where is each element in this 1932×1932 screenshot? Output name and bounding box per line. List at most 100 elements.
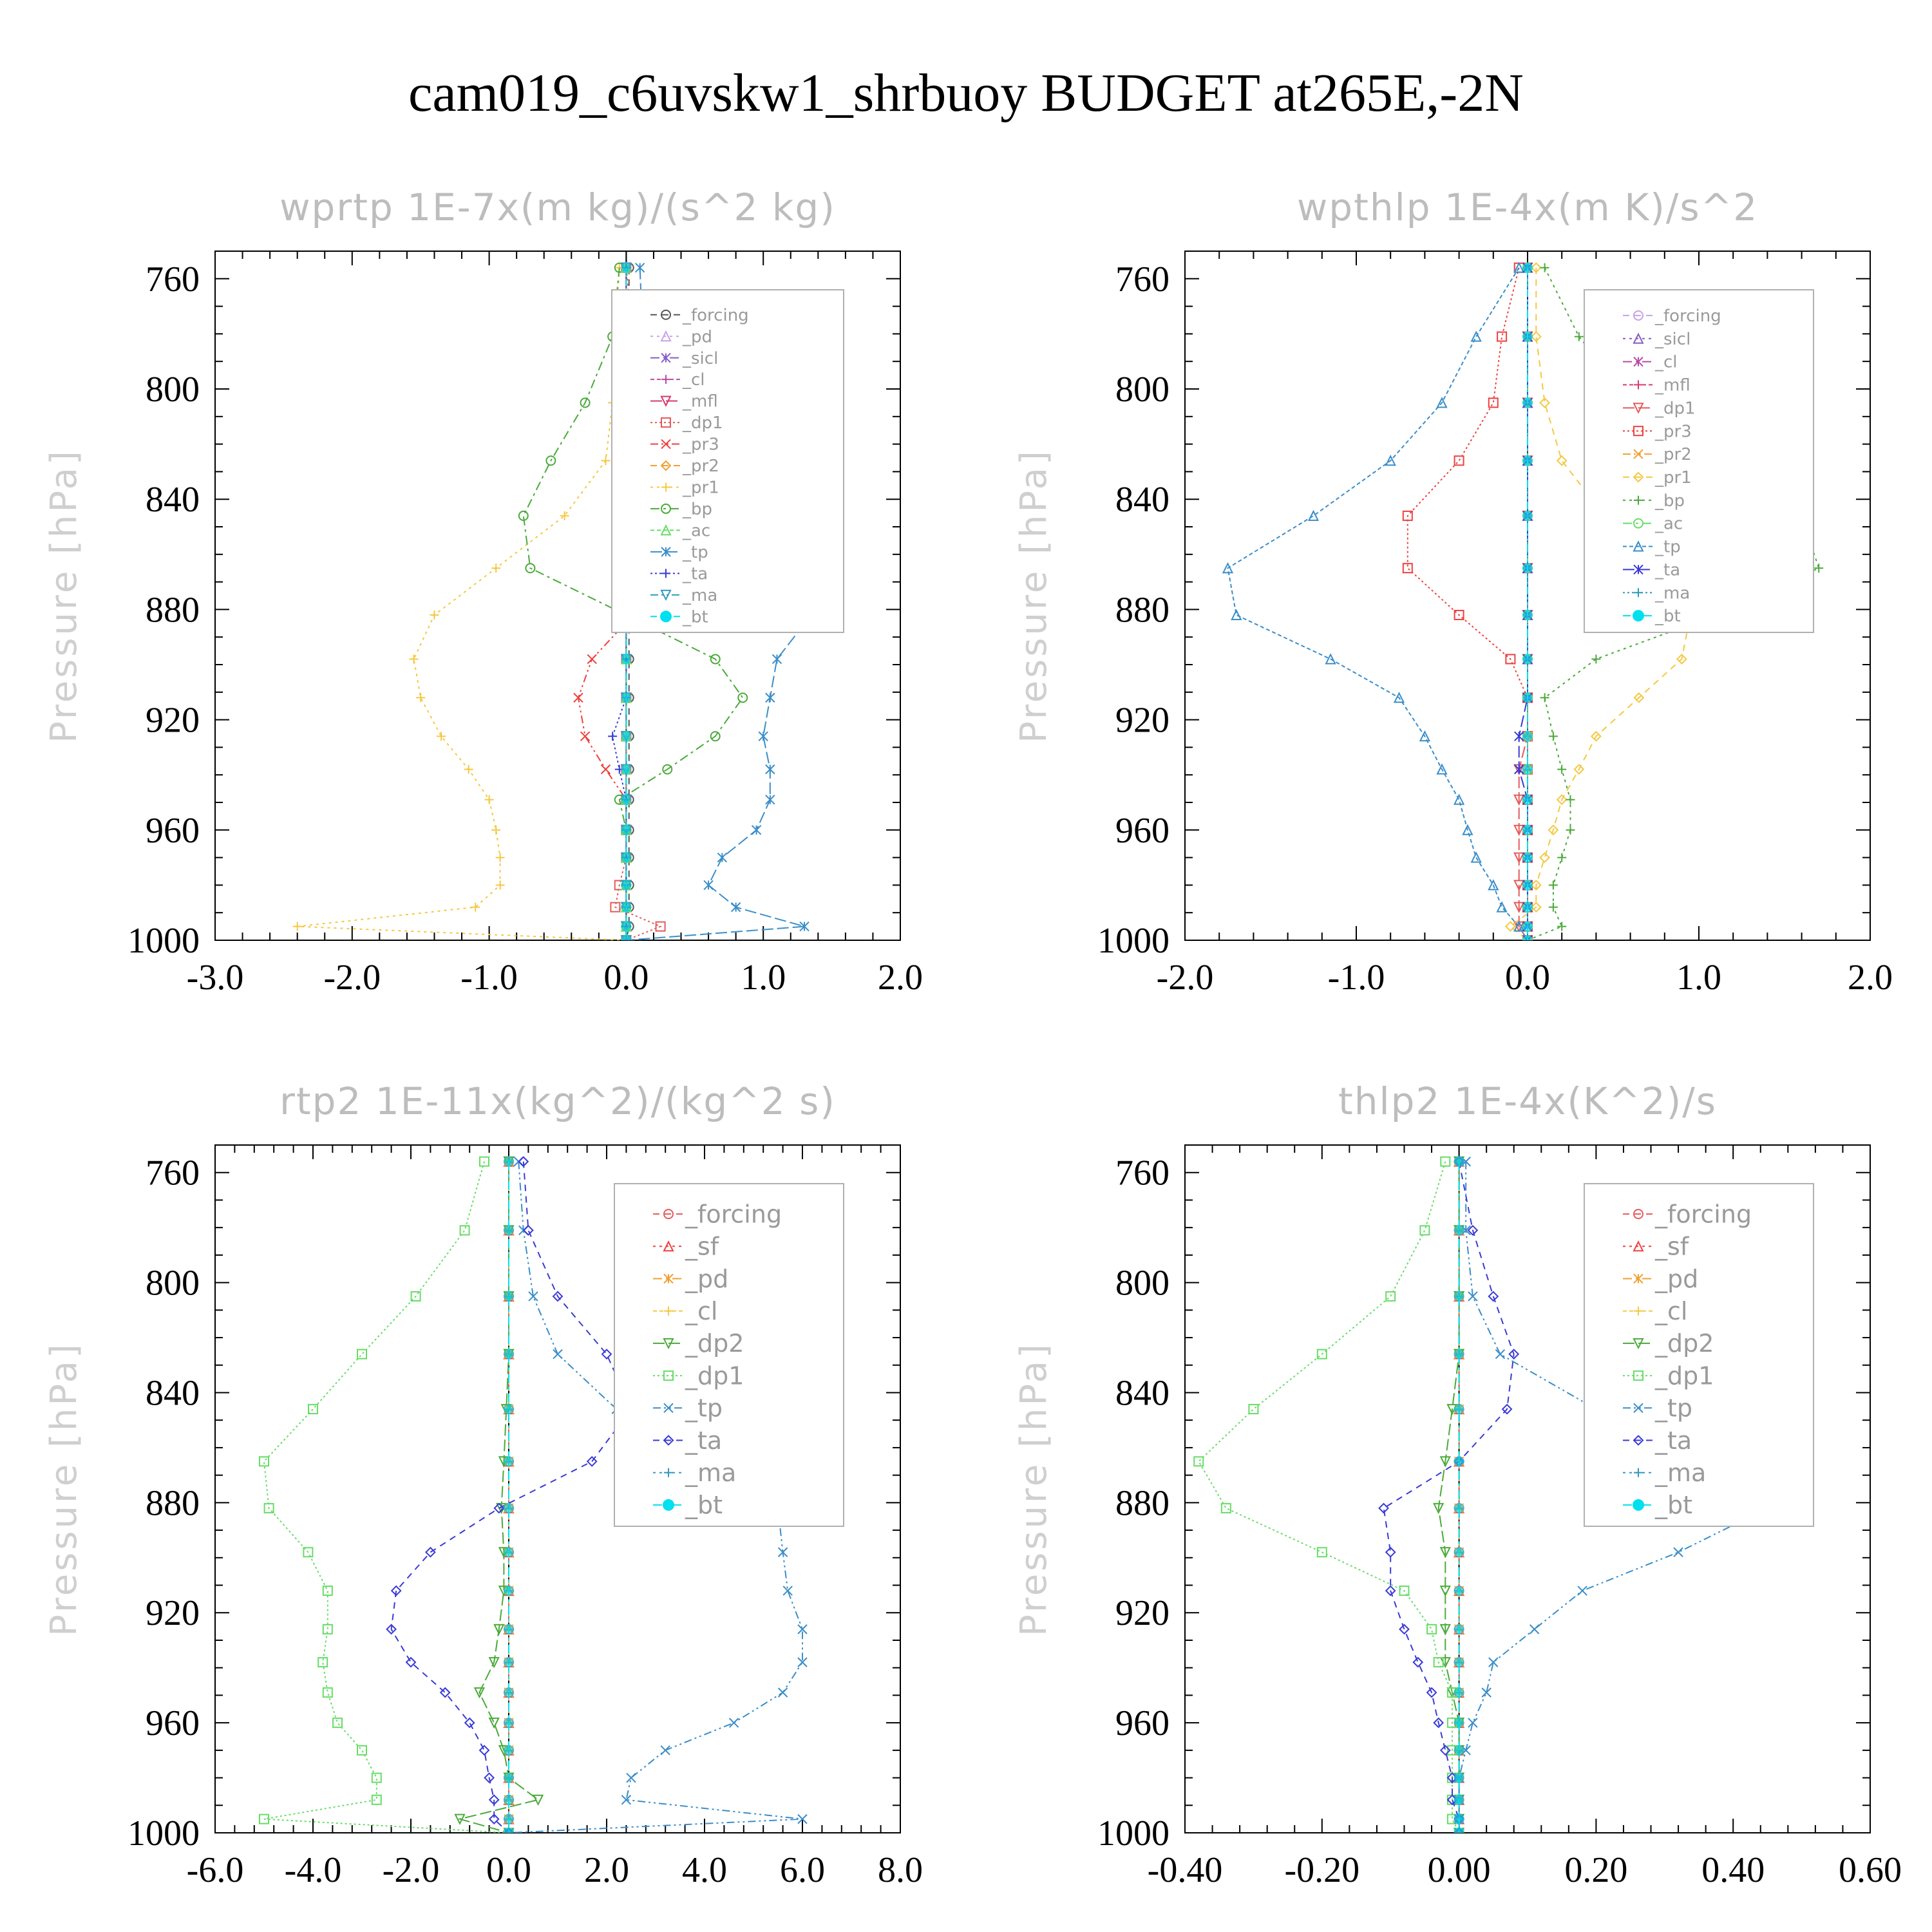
series-dp1 [1513,262,1533,940]
legend-marker [660,460,672,471]
legend-label: _ac [1654,515,1683,534]
series-dp1 [259,1156,514,1833]
legend-marker [1633,332,1644,344]
legend-marker [1633,471,1644,483]
legend-label: _cl [1654,353,1678,372]
data-point [621,764,632,775]
data-point [1522,692,1533,703]
data-point [621,902,632,913]
y-tick-label: 840 [146,480,200,520]
data-point [621,935,632,940]
data-point [1454,1814,1464,1824]
y-tick-label: 1000 [1097,921,1170,961]
legend-marker [660,524,672,536]
data-point [1481,1687,1492,1698]
legend-marker [661,439,671,450]
data-point [454,1814,466,1825]
y-axis-label: Pressure [hPa] [43,448,85,743]
legend-marker [663,1499,674,1511]
data-point [1307,509,1320,521]
legend-label: _cl [1654,1297,1687,1325]
legend-label: _forcing [682,306,749,325]
legend-label: _tp [682,543,708,562]
series-line [1437,1161,1460,1833]
legend-label: _ta [1654,1426,1692,1455]
x-tick-label: 0.00 [1428,1850,1491,1890]
data-point [1573,764,1585,775]
data-point [308,1404,318,1415]
x-tick-label: 1.0 [1676,958,1721,998]
plot-area [1193,1155,1773,1833]
legend-marker [661,569,670,578]
data-point [459,1225,470,1236]
data-point [1393,692,1405,703]
legend-label: _ta [1654,560,1680,580]
legend-label: _pr1 [1654,468,1692,488]
data-point [751,825,762,835]
x-tick-label: -6.0 [187,1850,244,1890]
data-point [1439,1456,1451,1468]
plot-area [259,1155,808,1833]
data-point [621,262,632,273]
data-point [1462,824,1473,835]
data-point [573,692,583,703]
y-tick-label: 760 [146,1153,200,1193]
data-point [1513,824,1525,837]
data-point [532,1794,544,1806]
data-point [504,1624,514,1634]
data-point [621,794,632,805]
data-point [1433,1717,1444,1728]
legend-marker [664,1306,673,1316]
series-line [1406,267,1528,940]
legend-marker [1633,540,1644,552]
y-tick-label: 880 [1115,1483,1170,1523]
data-point [1522,731,1533,742]
data-point [522,1225,534,1236]
data-point [660,1745,670,1756]
data-point [1513,852,1525,864]
y-tick-label: 760 [1115,1153,1170,1193]
data-point [1436,397,1448,408]
data-point [1412,1656,1424,1668]
data-point [1385,1546,1396,1558]
data-point [1454,455,1464,466]
legend-marker [663,1338,674,1350]
data-point [728,1718,739,1728]
series-dp1 [1193,1156,1464,1833]
y-tick-label: 840 [1115,1373,1170,1413]
legend-marker [661,482,670,492]
data-point [409,654,419,664]
legend: _forcing _sf _pd _cl _dp2 _dp1 _tp _ta _ma _bt [1584,1183,1814,1527]
x-tick-label: 0.40 [1701,1850,1765,1890]
data-point [710,654,721,665]
data-point [1566,795,1575,804]
y-tick-label: 760 [146,260,200,299]
data-point [1488,879,1499,891]
data-point [1673,1547,1683,1557]
data-point [717,852,728,863]
legend-marker [1633,1240,1644,1252]
data-point [797,1624,808,1634]
legend-label: _forcing [1654,1200,1752,1228]
data-point [1426,1624,1437,1634]
data-point [504,1502,514,1513]
data-point [1454,1657,1464,1668]
series-line [457,1161,540,1833]
data-point [1522,397,1533,408]
legend: _forcing _sf _pd _cl _dp2 _dp1 _tp _ta _ma _bt [614,1183,844,1527]
legend-box [1584,1183,1814,1527]
data-point [1496,901,1508,913]
data-point [495,880,505,890]
y-axis-label: Pressure [hPa] [1013,448,1055,743]
data-point [1522,902,1533,913]
data-point [1539,397,1551,408]
data-point [424,1546,436,1558]
data-point [322,1687,333,1698]
plot-frame [214,1144,901,1833]
legend-marker [660,589,672,601]
legend-marker [1633,1273,1643,1284]
data-point [1513,764,1524,775]
y-tick-label: 800 [1115,370,1170,410]
series-bt [504,1156,514,1833]
legend-label: _pr2 [1654,445,1692,464]
